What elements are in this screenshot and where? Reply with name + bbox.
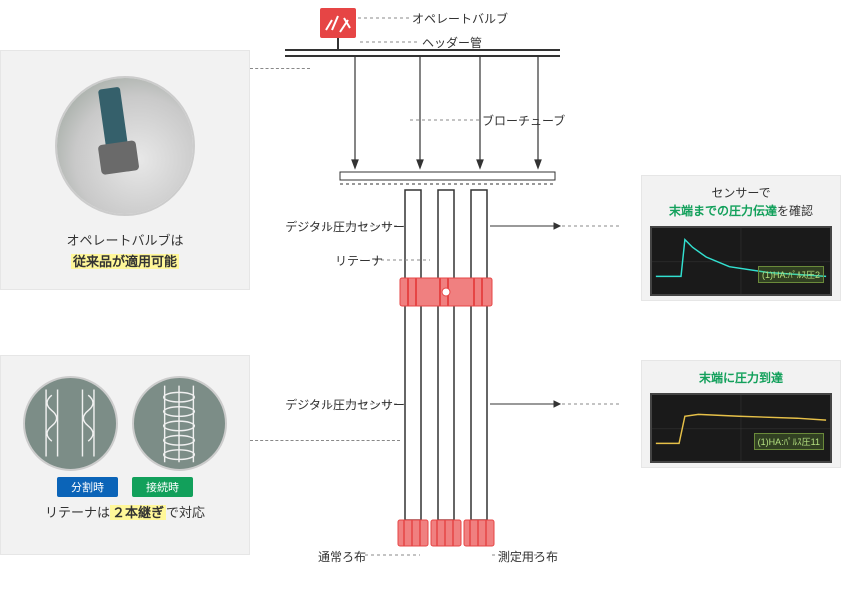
label-pressure-sensor-2: デジタル圧力センサー — [250, 396, 405, 413]
retainer-photos — [11, 376, 239, 471]
label-pressure-sensor-1: デジタル圧力センサー — [250, 218, 405, 235]
callout2-pre: リテーナは — [45, 505, 110, 520]
retainer-photo-joined — [132, 376, 227, 471]
label-header-pipe: ヘッダー管 — [422, 34, 482, 51]
callout-operate-valve: オペレートバルブは 従来品が適用可能 — [0, 50, 250, 290]
sensor2-highlight: 末端に圧力到達 — [699, 371, 783, 385]
scope-1: (1)HA:ﾊﾟﾙｽ圧2 — [650, 226, 832, 296]
sensor1-line1: センサーで — [711, 186, 770, 200]
callout2-text: リテーナは２本継ぎで対応 — [11, 503, 239, 524]
center-diagram: オペレートバルブ ヘッダー管 ブローチューブ デジタル圧力センサー リテーナ デ… — [280, 0, 620, 596]
leader-callout1 — [250, 68, 310, 69]
retainer-photo-split — [23, 376, 118, 471]
callout-retainer: 分割時 接続時 リテーナは２本継ぎで対応 — [0, 355, 250, 555]
sensor1-post: を確認 — [777, 204, 813, 218]
sensor2-text: 末端に圧力到達 — [650, 369, 832, 387]
callout2-post: で対応 — [166, 505, 205, 520]
label-operate-valve: オペレートバルブ — [412, 10, 508, 27]
callout1-line1: オペレートバルブは — [66, 233, 183, 248]
label-measure-cloth: 測定用ろ布 — [498, 548, 558, 565]
scope-2: (1)HA:ﾊﾟﾙｽ圧11 — [650, 393, 832, 463]
label-retainer: リテーナ — [335, 252, 383, 269]
valve-photo — [55, 76, 195, 216]
callout2-highlight: ２本継ぎ — [110, 505, 166, 520]
leader-callout2 — [250, 440, 400, 441]
sensor1-text: センサーで 末端までの圧力伝達を確認 — [650, 184, 832, 220]
tag-split: 分割時 — [57, 477, 118, 497]
callout1-highlight: 従来品が適用可能 — [71, 254, 179, 269]
label-blow-tube: ブローチューブ — [482, 112, 565, 129]
sensor1-highlight: 末端までの圧力伝達 — [669, 204, 777, 218]
retainer-tags: 分割時 接続時 — [11, 477, 239, 497]
scope2-label: (1)HA:ﾊﾟﾙｽ圧11 — [754, 433, 824, 450]
callout1-text: オペレートバルブは 従来品が適用可能 — [11, 231, 239, 273]
scope1-label: (1)HA:ﾊﾟﾙｽ圧2 — [758, 266, 824, 283]
sensor-box-1: センサーで 末端までの圧力伝達を確認 (1)HA:ﾊﾟﾙｽ圧2 — [641, 175, 841, 301]
sensor-box-2: 末端に圧力到達 (1)HA:ﾊﾟﾙｽ圧11 — [641, 360, 841, 468]
tag-joined: 接続時 — [132, 477, 193, 497]
label-normal-cloth: 通常ろ布 — [318, 548, 366, 565]
